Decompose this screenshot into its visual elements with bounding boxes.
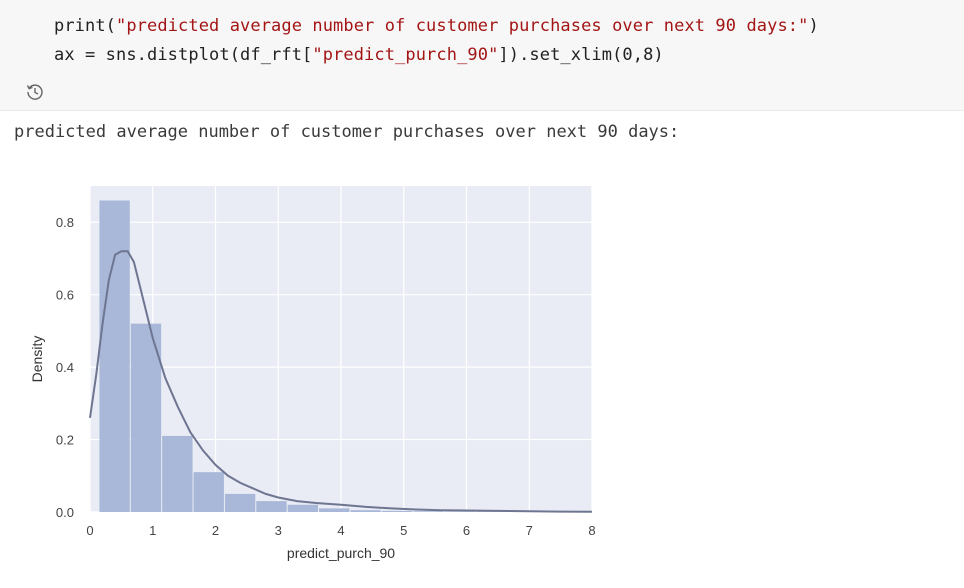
code-line-1[interactable]: print("predicted average number of custo… xyxy=(54,16,819,36)
x-tick-label: 8 xyxy=(588,523,595,538)
code-line-1-suffix: ) xyxy=(808,16,819,36)
histogram-bar xyxy=(193,472,224,512)
y-tick-label: 0.0 xyxy=(56,505,74,520)
kde-curve xyxy=(89,250,593,513)
y-tick-label: 0.2 xyxy=(56,433,74,448)
x-tick-label: 5 xyxy=(400,523,407,538)
histogram-bar xyxy=(381,510,413,512)
histogram-bar xyxy=(287,504,319,512)
y-tick-labels: 0.0 0.2 0.4 0.6 0.8 xyxy=(56,215,74,520)
x-axis-label: predict_purch_90 xyxy=(287,545,395,561)
histogram-bar xyxy=(350,510,381,512)
code-line-2-suffix: ]).set_xlim(0,8) xyxy=(498,45,664,65)
distplot-figure: 0 1 2 3 4 5 6 7 8 0.0 0.2 0.4 0.6 0.8 predict_purch_… xyxy=(0,170,640,580)
x-tick-label: 7 xyxy=(526,523,533,538)
histogram-bar xyxy=(256,501,287,512)
y-tick-label: 0.6 xyxy=(56,288,74,303)
code-line-2-prefix: ax = sns.distplot(df_rft[ xyxy=(54,45,313,65)
x-tick-label: 4 xyxy=(337,523,344,538)
code-line-2-string: "predict_purch_90" xyxy=(312,45,499,65)
histogram-bar xyxy=(130,323,162,512)
x-tick-label: 3 xyxy=(275,523,282,538)
output-text: predicted average number of customer pur… xyxy=(14,122,680,142)
histogram-bar xyxy=(224,493,256,512)
x-tick-labels: 0 1 2 3 4 5 6 7 8 xyxy=(86,523,595,538)
histogram-bar xyxy=(319,508,350,512)
histogram-bar xyxy=(413,511,444,512)
x-tick-label: 0 xyxy=(86,523,93,538)
distplot-chart: 0 1 2 3 4 5 6 7 8 0.0 0.2 0.4 0.6 0.8 predict_purch_… xyxy=(29,186,596,561)
x-tick-label: 2 xyxy=(212,523,219,538)
code-line-2[interactable]: ax = sns.distplot(df_rft["predict_purch_… xyxy=(54,45,664,65)
y-axis-label: Density xyxy=(29,336,45,383)
x-tick-label: 6 xyxy=(463,523,470,538)
history-icon[interactable] xyxy=(25,82,45,102)
y-tick-label: 0.8 xyxy=(56,215,74,230)
code-cell[interactable]: print("predicted average number of custo… xyxy=(0,0,964,111)
code-line-1-string: "predicted average number of customer pu… xyxy=(116,16,809,36)
kde-line xyxy=(89,250,593,513)
histogram-bar xyxy=(99,200,130,512)
x-tick-label: 1 xyxy=(149,523,156,538)
histogram-bars xyxy=(99,200,591,512)
histogram-bar xyxy=(162,435,193,512)
code-line-1-prefix: print( xyxy=(54,16,117,36)
y-tick-label: 0.4 xyxy=(56,360,74,375)
